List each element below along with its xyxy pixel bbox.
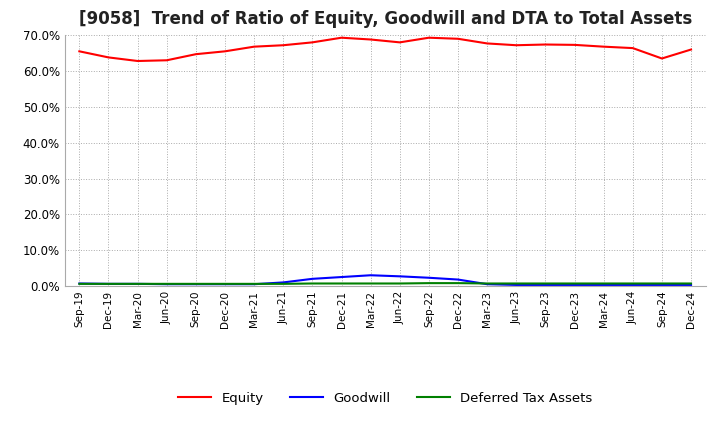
Deferred Tax Assets xyxy=(104,281,113,286)
Deferred Tax Assets xyxy=(512,281,521,286)
Goodwill xyxy=(104,281,113,286)
Deferred Tax Assets xyxy=(192,281,200,286)
Equity xyxy=(454,36,462,41)
Equity xyxy=(629,45,637,51)
Goodwill xyxy=(366,273,375,278)
Goodwill xyxy=(250,282,258,287)
Deferred Tax Assets xyxy=(395,281,404,286)
Equity xyxy=(308,40,317,45)
Equity xyxy=(192,51,200,57)
Deferred Tax Assets xyxy=(308,281,317,286)
Goodwill xyxy=(192,282,200,287)
Line: Deferred Tax Assets: Deferred Tax Assets xyxy=(79,283,691,284)
Equity xyxy=(220,49,229,54)
Equity xyxy=(657,56,666,61)
Equity xyxy=(163,58,171,63)
Equity xyxy=(395,40,404,45)
Goodwill xyxy=(279,280,287,285)
Deferred Tax Assets xyxy=(425,280,433,286)
Goodwill xyxy=(512,282,521,288)
Equity xyxy=(133,59,142,64)
Goodwill xyxy=(425,275,433,280)
Equity xyxy=(512,43,521,48)
Equity xyxy=(599,44,608,49)
Deferred Tax Assets xyxy=(454,280,462,286)
Goodwill xyxy=(395,274,404,279)
Equity xyxy=(337,35,346,40)
Goodwill xyxy=(337,275,346,280)
Deferred Tax Assets xyxy=(279,281,287,286)
Legend: Equity, Goodwill, Deferred Tax Assets: Equity, Goodwill, Deferred Tax Assets xyxy=(173,386,598,410)
Deferred Tax Assets xyxy=(366,281,375,286)
Equity xyxy=(687,47,696,52)
Goodwill xyxy=(541,282,550,288)
Goodwill xyxy=(687,282,696,288)
Deferred Tax Assets xyxy=(629,281,637,286)
Equity xyxy=(250,44,258,49)
Goodwill xyxy=(454,277,462,282)
Equity xyxy=(279,43,287,48)
Deferred Tax Assets xyxy=(133,281,142,286)
Deferred Tax Assets xyxy=(250,281,258,286)
Title: [9058]  Trend of Ratio of Equity, Goodwill and DTA to Total Assets: [9058] Trend of Ratio of Equity, Goodwil… xyxy=(78,10,692,28)
Line: Goodwill: Goodwill xyxy=(79,275,691,285)
Equity xyxy=(366,37,375,42)
Deferred Tax Assets xyxy=(220,281,229,286)
Equity xyxy=(75,49,84,54)
Goodwill xyxy=(657,282,666,288)
Goodwill xyxy=(308,276,317,282)
Goodwill xyxy=(629,282,637,288)
Goodwill xyxy=(220,282,229,287)
Goodwill xyxy=(133,281,142,286)
Deferred Tax Assets xyxy=(657,281,666,286)
Goodwill xyxy=(483,282,492,287)
Equity xyxy=(483,41,492,46)
Equity xyxy=(425,35,433,40)
Deferred Tax Assets xyxy=(337,281,346,286)
Equity xyxy=(541,42,550,47)
Deferred Tax Assets xyxy=(570,281,579,286)
Deferred Tax Assets xyxy=(687,281,696,286)
Deferred Tax Assets xyxy=(163,281,171,286)
Goodwill xyxy=(599,282,608,288)
Equity xyxy=(104,55,113,60)
Line: Equity: Equity xyxy=(79,38,691,61)
Goodwill xyxy=(163,282,171,287)
Deferred Tax Assets xyxy=(483,281,492,286)
Goodwill xyxy=(570,282,579,288)
Equity xyxy=(570,42,579,48)
Deferred Tax Assets xyxy=(541,281,550,286)
Deferred Tax Assets xyxy=(75,281,84,286)
Deferred Tax Assets xyxy=(599,281,608,286)
Goodwill xyxy=(75,281,84,286)
